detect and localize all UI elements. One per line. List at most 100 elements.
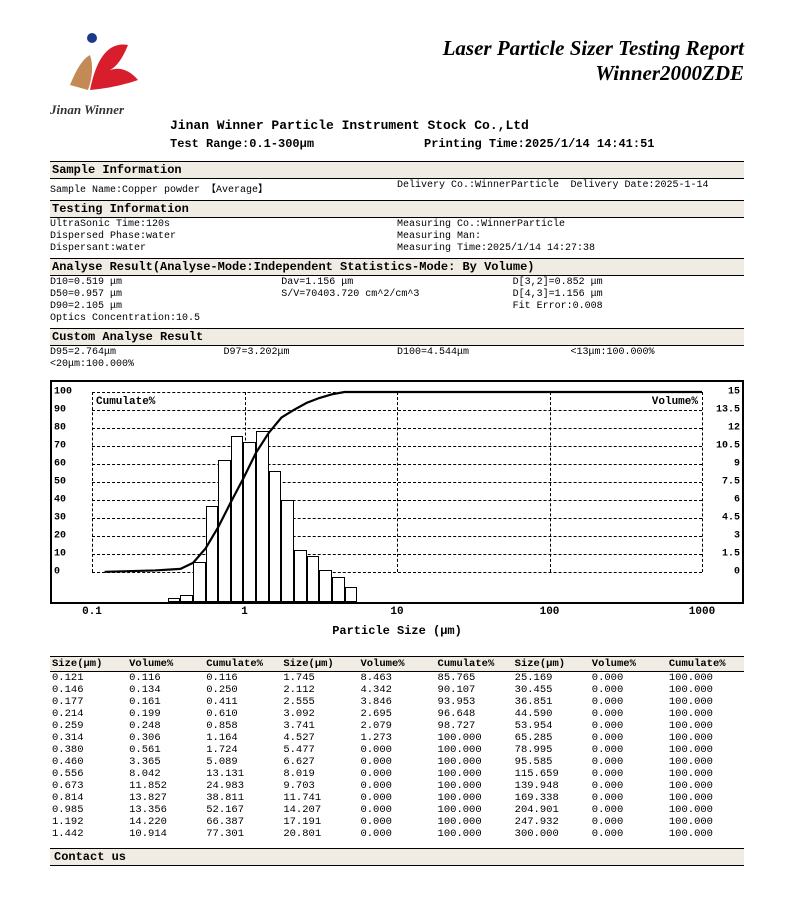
cell: 100.000	[667, 768, 744, 780]
cell: 0.000	[590, 744, 667, 756]
logo-block: Jinan Winner	[50, 30, 170, 118]
cell: 100.000	[667, 684, 744, 696]
cell: 13.356	[127, 804, 204, 816]
table-row: 0.81413.82738.81111.7410.000100.000169.3…	[50, 792, 744, 804]
cell: 1.745	[281, 672, 358, 684]
cell: 100.000	[667, 756, 744, 768]
cell: 78.995	[513, 744, 590, 756]
table-row: 1.44210.91477.30120.8010.000100.000300.0…	[50, 828, 744, 840]
cell: 8.019	[281, 768, 358, 780]
cell: 0.000	[590, 804, 667, 816]
cell: 0.199	[127, 708, 204, 720]
cell: 100.000	[436, 792, 513, 804]
cell: 2.555	[281, 696, 358, 708]
table-row: 0.1210.1160.1161.7458.46385.76525.1690.0…	[50, 672, 744, 684]
table-row: 0.3800.5611.7245.4770.000100.00078.9950.…	[50, 744, 744, 756]
sample-header: Sample Information	[50, 161, 744, 179]
cell: 0.000	[590, 756, 667, 768]
col-header: Volume%	[590, 658, 667, 670]
phase: Dispersed Phase:water	[50, 231, 397, 242]
cell: 4.527	[281, 732, 358, 744]
analyse-header: Analyse Result(Analyse-Mode:Independent …	[50, 258, 744, 276]
col-header: Cumulate%	[436, 658, 513, 670]
table-row: 0.3140.3061.1644.5271.273100.00065.2850.…	[50, 732, 744, 744]
testing-row3: Dispersant:water Measuring Time:2025/1/1…	[50, 243, 744, 254]
cell: 169.338	[513, 792, 590, 804]
cell: 100.000	[667, 792, 744, 804]
cell: 90.107	[436, 684, 513, 696]
cell: 6.627	[281, 756, 358, 768]
cell: 10.914	[127, 828, 204, 840]
cell: 0.306	[127, 732, 204, 744]
cell: 100.000	[667, 672, 744, 684]
table-row: 0.4603.3655.0896.6270.000100.00095.5850.…	[50, 756, 744, 768]
cell: 0.411	[204, 696, 281, 708]
cell: 115.659	[513, 768, 590, 780]
dispersant: Dispersant:water	[50, 243, 397, 254]
cell: 0.177	[50, 696, 127, 708]
cell: 100.000	[667, 720, 744, 732]
cell: 8.042	[127, 768, 204, 780]
d97: D97=3.202μm	[224, 347, 398, 358]
cell: 100.000	[436, 816, 513, 828]
company-name: Jinan Winner Particle Instrument Stock C…	[170, 118, 744, 133]
cell: 0.000	[590, 672, 667, 684]
custom-header: Custom Analyse Result	[50, 328, 744, 346]
cell: 0.000	[590, 720, 667, 732]
analyse-grid: D10=0.519 μm Dav=1.156 μm D[3,2]=0.852 μ…	[50, 276, 744, 324]
cell: 0.146	[50, 684, 127, 696]
cell: 11.741	[281, 792, 358, 804]
table-row: 0.98513.35652.16714.2070.000100.000204.9…	[50, 804, 744, 816]
cell: 66.387	[204, 816, 281, 828]
cell: 0.000	[358, 816, 435, 828]
col-header: Volume%	[358, 658, 435, 670]
cell: 0.556	[50, 768, 127, 780]
print-time: Printing Time:2025/1/14 14:41:51	[424, 137, 654, 151]
cell: 0.000	[358, 828, 435, 840]
testing-row2: Dispersed Phase:water Measuring Man:	[50, 231, 744, 242]
range-print-row: Test Range:0.1-300μm Printing Time:2025/…	[170, 137, 744, 151]
col-header: Size(μm)	[513, 658, 590, 670]
cell: 247.932	[513, 816, 590, 828]
cell: 100.000	[667, 780, 744, 792]
x-axis-title: Particle Size (μm)	[50, 624, 744, 638]
cell: 0.121	[50, 672, 127, 684]
cell: 96.648	[436, 708, 513, 720]
x-tick: 10	[390, 606, 403, 618]
title-line2: Winner2000ZDE	[170, 61, 744, 86]
d90: D90=2.105 μm	[50, 301, 281, 312]
cell: 77.301	[204, 828, 281, 840]
title-block: Laser Particle Sizer Testing Report Winn…	[170, 30, 744, 86]
contact-header: Contact us	[50, 848, 744, 866]
cell: 0.000	[358, 756, 435, 768]
cell: 98.727	[436, 720, 513, 732]
cell: 0.380	[50, 744, 127, 756]
cell: 100.000	[436, 780, 513, 792]
cell: 100.000	[667, 804, 744, 816]
cell: 100.000	[436, 744, 513, 756]
table-row: 0.1460.1340.2502.1124.34290.10730.4550.0…	[50, 684, 744, 696]
cell: 3.092	[281, 708, 358, 720]
table-row: 0.67311.85224.9839.7030.000100.000139.94…	[50, 780, 744, 792]
cell: 17.191	[281, 816, 358, 828]
table-row: 0.2590.2480.8583.7412.07998.72753.9540.0…	[50, 720, 744, 732]
table-header: Size(μm)Volume%Cumulate%Size(μm)Volume%C…	[50, 656, 744, 672]
cell: 0.561	[127, 744, 204, 756]
cell: 95.585	[513, 756, 590, 768]
table-row: 1.19214.22066.38717.1910.000100.000247.9…	[50, 816, 744, 828]
cell: 0.000	[358, 744, 435, 756]
volume-label: Volume%	[652, 396, 698, 408]
cell: 0.000	[590, 684, 667, 696]
cell: 0.000	[590, 768, 667, 780]
custom-row2: <20μm:100.000%	[50, 359, 744, 370]
cell: 13.131	[204, 768, 281, 780]
cell: 0.000	[590, 792, 667, 804]
cell: 0.000	[358, 768, 435, 780]
report-page: Jinan Winner Laser Particle Sizer Testin…	[0, 0, 794, 886]
cell: 1.724	[204, 744, 281, 756]
cell: 0.000	[590, 780, 667, 792]
d43: D[4,3]=1.156 μm	[513, 289, 744, 300]
cell: 100.000	[667, 708, 744, 720]
x-tick: 1	[241, 606, 248, 618]
cell: 8.463	[358, 672, 435, 684]
